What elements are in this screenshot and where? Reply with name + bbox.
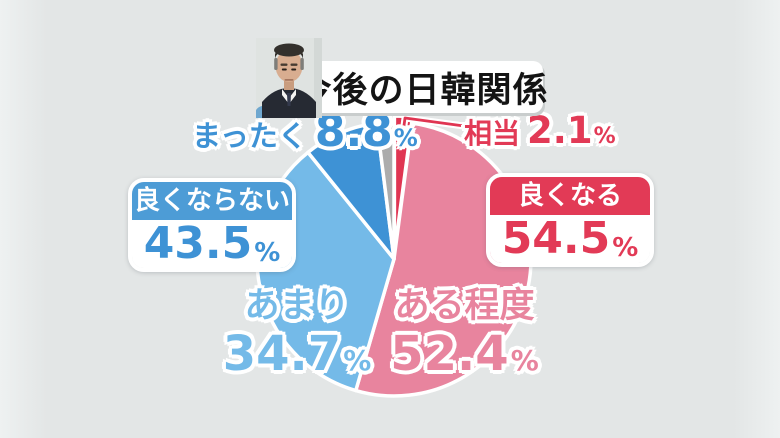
label-amari-number: 34.7% [208, 328, 386, 387]
label-soutou-text: 相当 [464, 117, 521, 150]
title-card: 今後の日韓関係 [297, 61, 548, 113]
eyebrow-right [290, 63, 298, 66]
page-title: 今後の日韓関係 [296, 70, 549, 111]
callout-positive-value: 54.5 [501, 213, 611, 264]
label-amari-text: あまり [244, 286, 350, 326]
pm-portrait-photo [256, 38, 322, 118]
label-soutou: 相当 2.1 % [464, 109, 616, 152]
callout-negative-body: 43.5 % [132, 220, 292, 268]
callout-positive: 良くなる 54.5 % [486, 173, 654, 267]
label-aruteido-number: 52.4% [372, 328, 557, 387]
pie-slice [375, 120, 396, 261]
label-aruteido-value: 52.4 [390, 326, 509, 382]
label-mattaku: まったく 8.8 % [192, 106, 418, 157]
label-mattaku-text: まったく [192, 119, 307, 153]
neck [284, 80, 294, 90]
callout-positive-body: 54.5 % [490, 215, 650, 263]
label-aruteido: ある程度 52.4% [372, 286, 557, 387]
label-aruteido-unit: % [510, 344, 539, 377]
leader-line [399, 114, 468, 137]
callout-negative: 良くならない 43.5 % [128, 178, 296, 272]
mouth [284, 79, 294, 81]
hair-side-left [274, 58, 278, 70]
label-soutou-unit: % [593, 124, 616, 149]
callout-negative-title: 良くならない [132, 182, 292, 220]
callout-negative-value: 43.5 [143, 218, 253, 269]
face [275, 50, 303, 82]
label-amari-value: 34.7 [222, 326, 342, 382]
hair-side-right [300, 58, 304, 70]
eye-left [281, 68, 287, 71]
callout-positive-title: 良くなる [490, 177, 650, 215]
eye-right [291, 68, 297, 71]
label-soutou-value: 2.1 [527, 109, 593, 152]
label-amari: あまり 34.7% [208, 286, 386, 387]
hair-top [274, 43, 304, 57]
label-amari-unit: % [343, 344, 372, 377]
callout-positive-unit: % [612, 233, 639, 264]
photo-background-shade [314, 38, 322, 118]
callout-negative-unit: % [254, 238, 281, 269]
tie [287, 93, 291, 106]
label-mattaku-value: 8.8 [314, 106, 393, 157]
label-aruteido-text: ある程度 [394, 286, 535, 326]
eyebrow-left [280, 63, 288, 66]
label-mattaku-unit: % [393, 124, 418, 152]
